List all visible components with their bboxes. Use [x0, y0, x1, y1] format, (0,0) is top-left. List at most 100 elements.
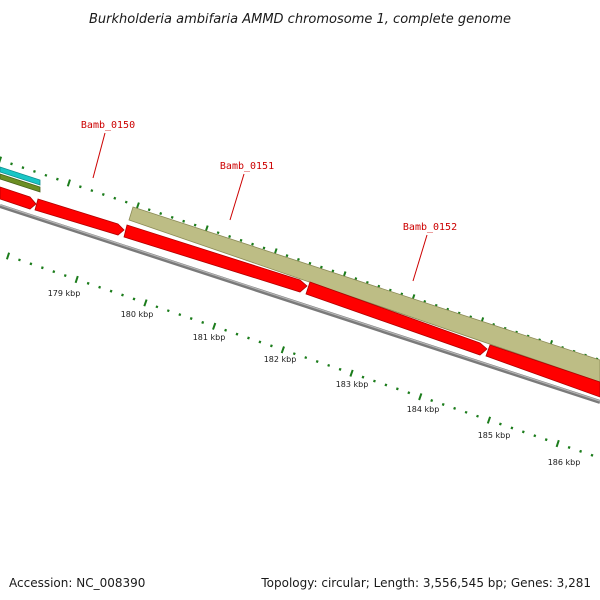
cds-arrow-0 — [0, 186, 37, 210]
lower-ring-tick — [384, 383, 388, 387]
lower-ring-tick — [579, 449, 583, 453]
lower-ring-tick — [373, 379, 376, 383]
lower-ring-tick — [224, 328, 228, 332]
lower-tick-ring — [5, 252, 594, 457]
lower-ring-tick — [349, 369, 354, 377]
upper-ring-tick — [113, 196, 117, 200]
scale-label-185: 185 kbp — [478, 431, 511, 440]
upper-ring-tick — [193, 223, 197, 227]
cds-olive-feature — [0, 173, 41, 193]
lower-ring-tick — [407, 391, 411, 395]
callout-bamb-0150 — [92, 132, 106, 179]
lower-ring-tick — [464, 410, 468, 414]
upper-ring-tick — [228, 235, 232, 239]
lower-ring-tick — [510, 426, 514, 430]
lower-ring-tick — [155, 305, 159, 309]
lower-ring-tick — [143, 299, 148, 307]
scale-label-181: 181 kbp — [193, 333, 226, 342]
lower-ring-tick — [590, 453, 594, 457]
lower-ring-tick — [109, 289, 113, 293]
lower-ring-tick — [453, 406, 457, 410]
lower-ring-tick — [40, 266, 44, 270]
lower-ring-tick — [121, 293, 124, 297]
lower-ring-tick — [430, 399, 434, 403]
callout-bamb-0151 — [229, 173, 245, 221]
label-bamb-0152[interactable]: Bamb_0152 — [403, 222, 457, 233]
label-bamb-0150[interactable]: Bamb_0150 — [81, 120, 135, 131]
upper-ring-tick — [308, 261, 312, 265]
lower-ring-tick — [52, 270, 56, 274]
lower-ring-tick — [132, 297, 136, 301]
map-title: Burkholderia ambifaria AMMD chromosome 1… — [89, 12, 511, 27]
backbone-line — [0, 204, 600, 404]
lower-ring-tick — [498, 422, 502, 426]
red-cds-track — [0, 186, 600, 398]
upper-ring-tick — [285, 254, 289, 258]
lower-ring-tick — [18, 258, 21, 262]
lower-ring-tick — [567, 445, 571, 449]
scale-label-184: 184 kbp — [407, 405, 440, 414]
scale-label-183: 183 kbp — [336, 380, 369, 389]
lower-ring-tick — [86, 281, 90, 285]
cds-bamb-0151-feature — [128, 206, 600, 383]
upper-ring-tick — [297, 257, 300, 261]
lower-ring-tick — [74, 275, 79, 284]
lower-ring-tick — [247, 336, 250, 340]
upper-ring-tick — [147, 208, 151, 212]
lower-ring-tick — [327, 363, 331, 367]
lower-ring-tick — [555, 439, 560, 448]
backbone-line-highlight — [0, 204, 600, 402]
upper-ring-tick — [90, 189, 94, 193]
upper-ring-tick — [10, 162, 13, 166]
lower-ring-tick — [304, 356, 308, 360]
cds-arrow-2 — [123, 224, 308, 293]
scale-label-182: 182 kbp — [264, 355, 297, 364]
lower-ring-tick — [63, 274, 67, 278]
cds-arrow-1 — [34, 198, 125, 236]
upper-ring-tick — [331, 269, 335, 273]
lower-ring-tick — [361, 375, 365, 379]
upper-ring-tick — [124, 200, 128, 204]
lower-ring-tick — [29, 262, 33, 266]
upper-ring-tick — [55, 177, 59, 181]
lower-ring-tick — [235, 332, 239, 336]
upper-ring-tick — [78, 185, 82, 189]
accession-text: Accession: NC_008390 — [9, 576, 146, 590]
lower-ring-tick — [178, 313, 182, 317]
lower-ring-tick — [212, 322, 217, 330]
lower-ring-tick — [395, 387, 399, 391]
upper-ring-tick — [262, 246, 266, 250]
lower-ring-tick — [292, 352, 296, 356]
upper-ring-tick — [33, 169, 36, 173]
lower-ring-tick — [533, 434, 537, 438]
upper-ring-tick — [21, 166, 25, 170]
upper-ring-tick — [319, 265, 323, 269]
lower-ring-tick — [98, 285, 102, 289]
lower-ring-tick — [521, 430, 525, 434]
lower-ring-tick — [258, 340, 262, 344]
upper-ring-tick — [377, 284, 381, 288]
upper-ring-tick — [354, 277, 358, 281]
cds-arrow-3 — [305, 281, 488, 356]
cds-arrow-4 — [485, 344, 600, 398]
upper-ring-tick — [239, 238, 243, 242]
callout-bamb-0152 — [412, 234, 428, 282]
lower-ring-tick — [441, 402, 445, 406]
lower-ring-tick — [280, 346, 285, 354]
lower-ring-tick — [476, 414, 479, 418]
upper-ring-tick — [365, 280, 369, 284]
upper-ring-tick — [182, 219, 186, 223]
upper-ring-tick — [101, 192, 105, 196]
scale-labels: 179 kbp 180 kbp 181 kbp 182 kbp 183 kbp … — [48, 289, 581, 467]
upper-ring-tick — [251, 242, 254, 246]
scale-label-186: 186 kbp — [548, 458, 581, 467]
lower-ring-tick — [5, 252, 11, 260]
lower-ring-tick — [486, 416, 492, 424]
upper-ring-tick — [216, 231, 220, 235]
lower-ring-tick — [544, 438, 548, 442]
scale-label-180: 180 kbp — [121, 310, 154, 319]
lower-ring-tick — [418, 393, 423, 401]
upper-ring-tick — [170, 215, 174, 219]
label-bamb-0151[interactable]: Bamb_0151 — [220, 161, 274, 172]
